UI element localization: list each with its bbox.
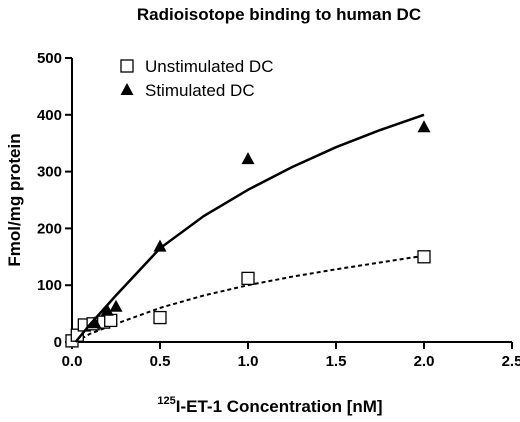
x-tick-label: 1.5	[326, 353, 347, 370]
y-tick-label: 400	[37, 107, 62, 124]
y-tick-label: 0	[54, 334, 62, 351]
data-point	[417, 120, 431, 133]
data-point	[153, 310, 167, 325]
legend: Unstimulated DC Stimulated DC	[120, 57, 274, 100]
y-axis-label: Fmol/mg protein	[5, 133, 24, 266]
data-point	[104, 313, 118, 328]
x-tick-label: 0.5	[150, 353, 171, 370]
y-tick-label: 300	[37, 164, 62, 181]
data-point	[241, 152, 255, 165]
x-tick-label: 2.5	[502, 353, 520, 370]
x-axis-label: 125I-ET-1 Concentration [nM]	[157, 395, 382, 416]
series-unstimulated	[65, 250, 431, 348]
x-tick-label: 0.0	[62, 353, 83, 370]
legend-marker	[120, 59, 134, 73]
chart-title: Radioisotope binding to human DC	[137, 5, 421, 24]
x-axis-label-superscript: 125	[157, 395, 175, 407]
y-tick-label: 500	[37, 50, 62, 67]
data-point	[153, 239, 167, 252]
legend-label: Unstimulated DC	[145, 57, 274, 76]
legend-marker	[120, 83, 134, 95]
data-point	[241, 271, 255, 286]
x-tick-label: 1.0	[238, 353, 259, 370]
data-point	[100, 303, 114, 316]
data-point	[88, 316, 102, 329]
legend-label: Stimulated DC	[145, 81, 255, 100]
fit-curve	[75, 254, 425, 343]
y-tick-label: 100	[37, 277, 62, 294]
axes: 0.0 0.5 1.0 1.5 2.0 2.5 0 100 200 300 400 500	[37, 50, 520, 370]
x-tick-label: 2.0	[414, 353, 435, 370]
y-tick-label: 200	[37, 220, 62, 237]
data-point	[417, 250, 431, 264]
x-axis-label-main: I-ET-1 Concentration [nM]	[176, 397, 383, 416]
series-stimulated	[74, 113, 431, 343]
data-point	[109, 299, 123, 312]
plot-area	[65, 113, 431, 348]
fit-curve	[74, 113, 425, 343]
